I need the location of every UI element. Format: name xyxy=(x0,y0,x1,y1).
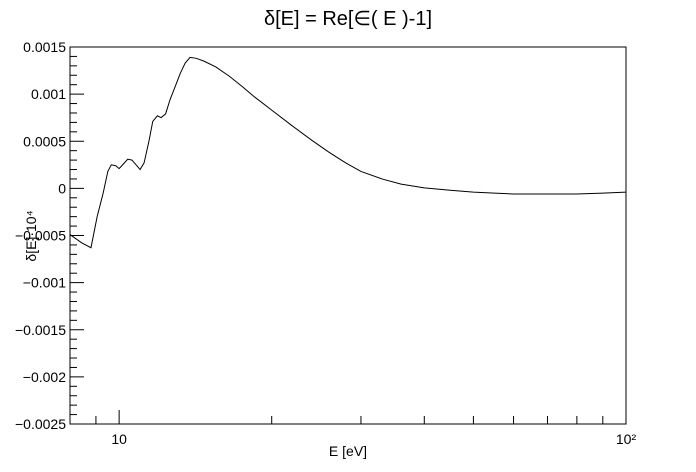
y-tick-label: 0 xyxy=(58,180,66,196)
x-tick-label: 10² xyxy=(616,431,637,447)
y-tick-label: −0.001 xyxy=(23,275,66,291)
y-tick-label: −0.0015 xyxy=(15,322,66,338)
y-tick-label: −0.002 xyxy=(23,369,66,385)
x-axis-title: E [eV] xyxy=(329,443,367,459)
y-tick-label: −0.0025 xyxy=(15,416,66,432)
y-tick-label: −0.0005 xyxy=(15,228,66,244)
chart-title: δ[E] = Re[∈( E )-1] xyxy=(264,8,432,30)
y-axis: 0.0015 0.001 0.0005 0 −0.0005 −0.001 −0.0015 −0… xyxy=(15,39,84,432)
y-tick-label: 0.0005 xyxy=(23,133,66,149)
y-tick-label: 0.001 xyxy=(31,86,66,102)
y-tick-label: 0.0015 xyxy=(23,39,66,55)
plot-frame xyxy=(69,46,627,425)
x-axis: 10 10² xyxy=(69,410,637,447)
series-line xyxy=(69,56,627,249)
x-tick-label: 10 xyxy=(111,431,127,447)
y-axis-title: δ[E]·10⁴ xyxy=(23,210,39,261)
